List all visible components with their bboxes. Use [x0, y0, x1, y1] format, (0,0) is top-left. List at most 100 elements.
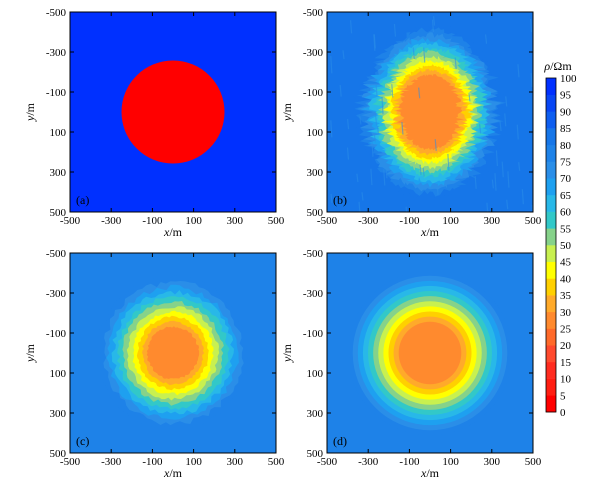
- noise-streak: [375, 114, 378, 126]
- colorbar-tick-label: 75: [560, 157, 572, 169]
- noise-streak: [375, 83, 378, 96]
- noise-streak: [330, 56, 333, 74]
- panel-d: -500 -300 -100 100 300 500-500-300-1001003005…: [280, 248, 542, 480]
- colorbar-tick-label: 55: [560, 223, 572, 235]
- colorbar-swatch: [546, 328, 556, 346]
- colorbar-swatch: [546, 161, 556, 179]
- noise-streak: [474, 176, 477, 189]
- y-tick-label: -300: [303, 47, 324, 59]
- noise-streak: [479, 124, 482, 134]
- x-tick-label: -100: [399, 215, 420, 227]
- y-tick-label: -100: [46, 328, 67, 340]
- colorbar-swatch: [546, 94, 556, 112]
- y-tick-label: 300: [50, 408, 67, 420]
- y-tick-label: -500: [303, 7, 324, 19]
- y-tick-label: -100: [303, 328, 324, 340]
- colorbar-swatch: [546, 144, 556, 162]
- colorbar-tick-label: 25: [560, 324, 572, 336]
- noise-streak: [346, 119, 350, 130]
- noise-streak: [434, 139, 437, 151]
- noise-streak: [454, 57, 457, 70]
- y-tick-label: 100: [307, 368, 324, 380]
- x-tick-label: 100: [442, 215, 459, 227]
- noise-streak: [501, 161, 504, 178]
- colorbar-tick-label: 85: [560, 123, 572, 135]
- y-tick-label: 500: [307, 207, 324, 219]
- colorbar-swatch: [546, 261, 556, 279]
- x-tick-label: 500: [525, 456, 542, 468]
- noise-streak: [516, 124, 519, 140]
- resistivity-field: [70, 12, 276, 212]
- colorbar-tick-label: 100: [560, 73, 577, 85]
- colorbar-tick-label: 65: [560, 190, 572, 202]
- colorbar-swatch: [546, 245, 556, 262]
- noise-streak: [484, 34, 488, 44]
- noise-streak: [383, 169, 386, 186]
- noise-streak: [376, 126, 380, 135]
- colorbar-swatch: [546, 278, 556, 296]
- contour-band: [395, 74, 465, 151]
- noise-streak: [393, 23, 397, 37]
- y-tick-label: 300: [307, 408, 324, 420]
- noise-streak: [506, 199, 509, 210]
- y-tick-label: 500: [50, 207, 67, 219]
- y-axis-label: y/m: [23, 343, 37, 363]
- colorbar-swatch: [546, 361, 556, 379]
- colorbar-tick-label: 70: [560, 173, 572, 185]
- noise-streak: [373, 34, 376, 51]
- x-axis-label: x/m: [420, 225, 440, 239]
- noise-streak: [517, 64, 520, 78]
- noise-streak: [486, 202, 489, 212]
- noise-streak: [373, 133, 376, 143]
- noise-streak: [518, 162, 521, 171]
- colorbar-tick-label: 0: [560, 407, 566, 419]
- resistivity-field: [327, 12, 533, 212]
- noise-streak: [356, 173, 359, 183]
- x-tick-label: -300: [358, 456, 379, 468]
- x-tick-label: 300: [484, 215, 501, 227]
- noise-streak: [349, 20, 353, 34]
- noise-streak: [412, 47, 415, 60]
- colorbar-tick-label: 80: [560, 140, 572, 152]
- x-tick-label: -100: [142, 456, 163, 468]
- colorbar-swatch: [546, 128, 556, 146]
- colorbar-swatch: [546, 228, 556, 246]
- colorbar-swatch: [546, 111, 556, 129]
- noise-streak: [529, 18, 533, 33]
- noise-streak: [494, 173, 497, 191]
- x-tick-label: 100: [185, 456, 202, 468]
- colorbar-swatch: [546, 395, 556, 413]
- y-tick-label: -100: [303, 87, 324, 99]
- resistivity-field: [70, 253, 276, 453]
- resistivity-field: [327, 253, 533, 453]
- y-tick-label: -300: [303, 288, 324, 300]
- x-tick-label: 300: [484, 456, 501, 468]
- noise-streak: [507, 171, 510, 188]
- panel-c: -500 -300 -100 100 300 500-500-300-1001003005…: [23, 248, 285, 480]
- colorbar-tick-label: 60: [560, 207, 572, 219]
- panel-frame: [326, 252, 534, 454]
- x-tick-label: -500: [60, 456, 81, 468]
- panel-frame: [69, 11, 277, 213]
- noise-streak: [468, 93, 471, 102]
- x-tick-label: 500: [268, 215, 285, 227]
- noise-streak: [504, 113, 507, 127]
- noise-streak: [371, 139, 374, 157]
- colorbar-swatch: [546, 378, 556, 396]
- noise-streak: [499, 121, 502, 132]
- y-tick-label: -100: [46, 87, 67, 99]
- y-tick-label: -300: [46, 47, 67, 59]
- y-tick-label: 100: [307, 127, 324, 139]
- x-axis-label: x/m: [163, 466, 183, 480]
- x-tick-label: -300: [101, 215, 122, 227]
- y-tick-label: 300: [50, 167, 67, 179]
- colorbar-tick-label: 95: [560, 90, 572, 102]
- y-axis-label: y/m: [280, 343, 294, 363]
- noise-streak: [401, 121, 404, 135]
- noise-streak: [358, 201, 361, 212]
- colorbar-tick-label: 5: [560, 390, 566, 402]
- colorbar-swatch: [546, 345, 556, 363]
- x-tick-label: 100: [442, 456, 459, 468]
- y-axis-label: y/m: [280, 102, 294, 122]
- x-tick-label: 300: [227, 215, 244, 227]
